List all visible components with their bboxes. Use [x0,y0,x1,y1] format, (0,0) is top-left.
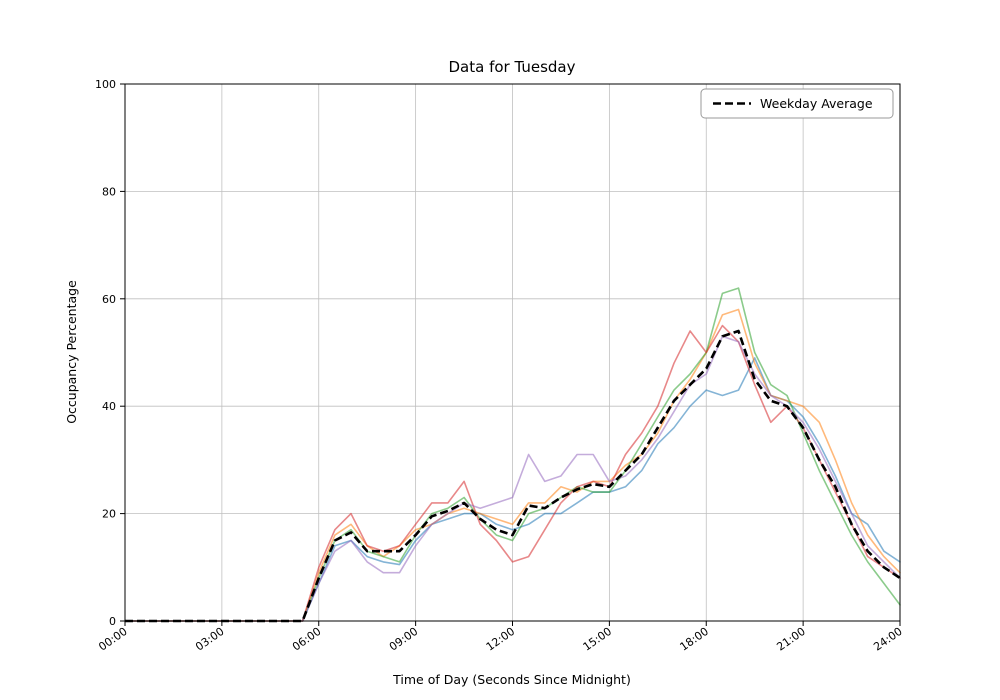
y-tick-label: 100 [95,78,116,91]
x-tick-label: 12:00 [484,625,517,654]
y-tick-label: 0 [109,615,116,628]
x-tick-label: 00:00 [96,625,129,654]
x-tick-label: 15:00 [581,625,614,654]
x-tick-label: 24:00 [871,625,904,654]
x-tick-label: 18:00 [678,625,711,654]
x-axis-ticks: 00:00 03:00 06:00 09:00 12:00 15:00 18:00 21:00… [96,621,905,654]
y-axis-ticks: 0 20 40 60 80 100 [95,78,125,628]
x-axis-label: Time of Day (Seconds Since Midnight) [392,672,631,687]
y-tick-label: 40 [102,400,116,413]
legend: Weekday Average [700,88,894,119]
y-tick-label: 20 [102,508,116,521]
legend-box [700,88,894,119]
y-tick-label: 80 [102,185,116,198]
y-axis-label: Occupancy Percentage [64,280,79,424]
weekday-average-line [125,329,901,623]
y-tick-label: 60 [102,293,116,306]
average-line [125,329,901,623]
legend-label: Weekday Average [760,96,873,111]
x-tick-label: 21:00 [774,625,807,654]
x-tick-label: 06:00 [290,625,323,654]
x-tick-label: 03:00 [193,625,226,654]
chart-title: Data for Tuesday [448,58,575,76]
x-tick-label: 09:00 [387,625,420,654]
